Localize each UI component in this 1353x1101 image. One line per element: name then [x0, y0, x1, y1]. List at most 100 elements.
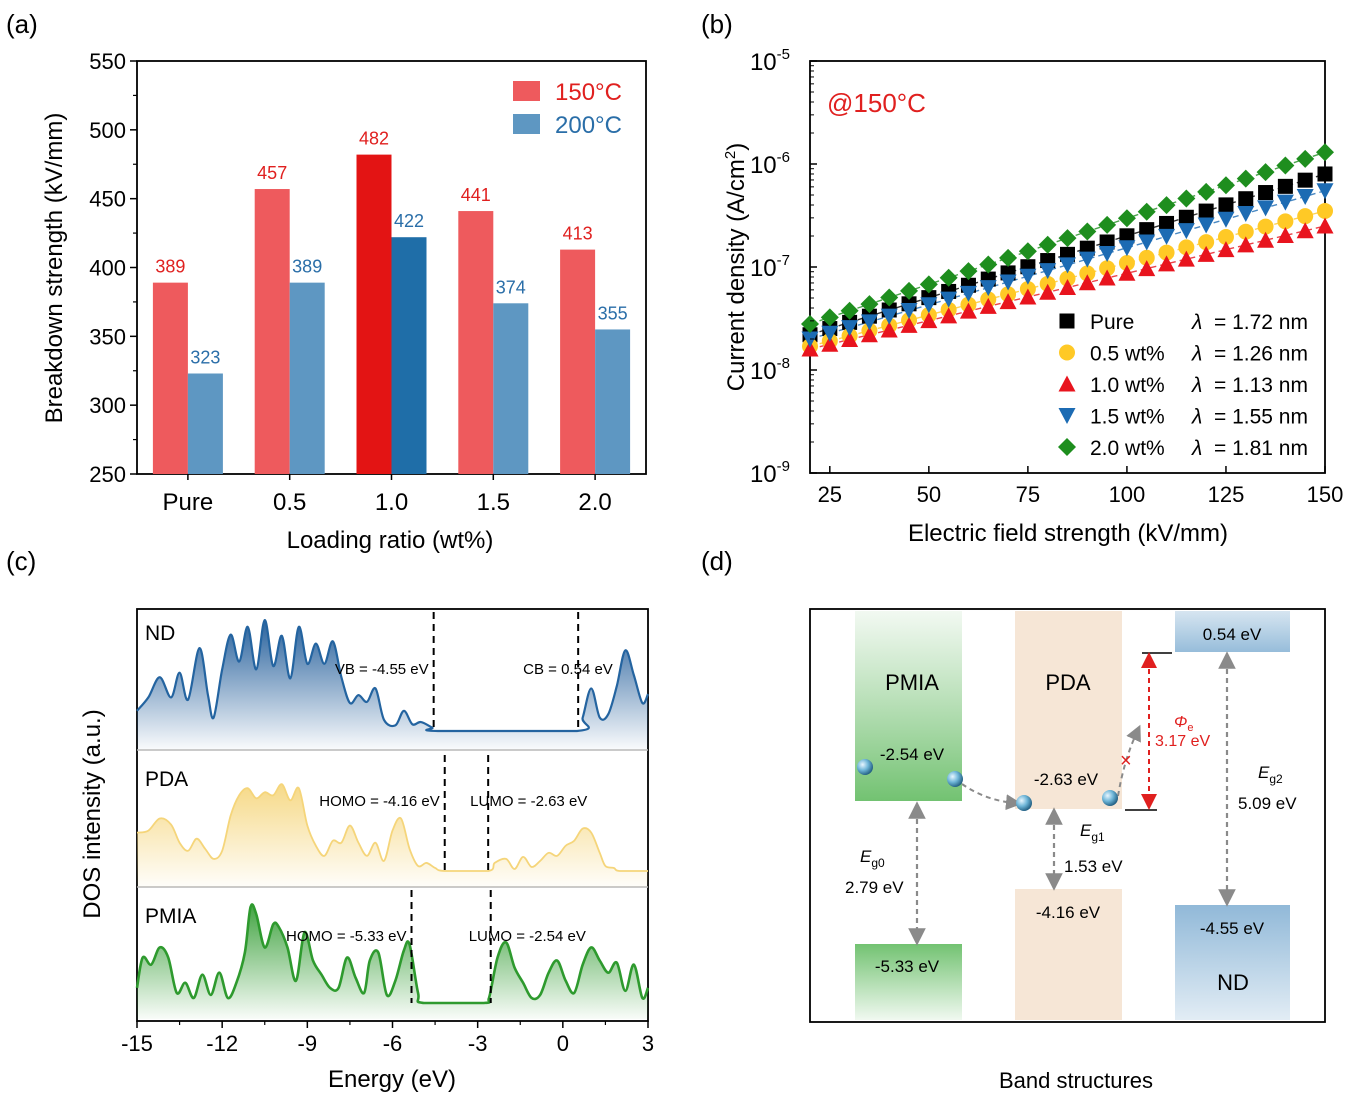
point-1-24 [1277, 213, 1294, 230]
x-tick-label-2: -9 [298, 1031, 318, 1056]
point-2-9 [979, 297, 997, 314]
legend-label-2: 1.0 wt% [1090, 374, 1165, 397]
point-3-16 [1118, 240, 1136, 257]
band-title: Band structures [999, 1068, 1153, 1093]
point-1-17 [1138, 249, 1155, 266]
dos-fill-nd [137, 620, 648, 749]
bar-label-150-3: 441 [461, 185, 491, 205]
point-2-19 [1177, 250, 1195, 267]
bar-150-3 [458, 211, 494, 474]
point-2-7 [940, 307, 958, 324]
point-4-13 [1058, 229, 1077, 248]
y-tick-label-6: 550 [89, 49, 126, 74]
point-4-15 [1098, 215, 1117, 234]
blocked-mark: × [1120, 750, 1132, 772]
point-2-21 [1217, 241, 1235, 258]
point-2-12 [1039, 283, 1057, 300]
point-4-5 [900, 281, 919, 300]
point-4-17 [1137, 202, 1156, 221]
point-3-20 [1197, 217, 1215, 234]
point-2-3 [860, 326, 878, 343]
pmia-lumo-band [855, 611, 962, 801]
bar-200-0 [187, 373, 223, 474]
edge-label-right-1: LUMO = -2.63 eV [470, 793, 587, 810]
legend-marker-1 [1059, 344, 1075, 361]
eg0-symbol: Eg0 [860, 847, 885, 870]
point-3-22 [1237, 206, 1255, 223]
bar-label-200-2: 422 [394, 211, 424, 231]
transfer-arrow [961, 783, 1022, 811]
edge-label-left-1: HOMO = -4.16 eV [319, 793, 439, 810]
point-4-16 [1117, 209, 1136, 228]
point-3-23 [1257, 200, 1275, 217]
chart-b-ylabel: Current density (A/cm2) [722, 143, 750, 391]
point-2-25 [1296, 222, 1314, 239]
x-tick-label-4: -3 [468, 1031, 488, 1056]
point-0-18 [1159, 215, 1175, 231]
point-1-14 [1079, 265, 1096, 282]
point-1-25 [1297, 208, 1314, 225]
point-3-13 [1059, 257, 1076, 274]
legend-label-0: Pure [1090, 311, 1134, 334]
edge-label-right-0: CB = 0.54 eV [523, 661, 613, 678]
nd-name: ND [1217, 970, 1249, 995]
electron-3 [1016, 795, 1032, 811]
x-tick-label-3: -6 [383, 1031, 403, 1056]
edge-label-left-0: VB = -4.55 eV [335, 661, 429, 678]
x-tick-label-1: -12 [206, 1031, 238, 1056]
point-3-10 [999, 274, 1017, 291]
point-2-17 [1138, 260, 1156, 277]
legend-lambda-value-0: = 1.72 nm [1214, 311, 1308, 334]
point-4-25 [1296, 149, 1315, 168]
nd-cb-label: 0.54 eV [1203, 625, 1262, 644]
y-tick-label-2: 350 [89, 324, 126, 349]
point-0-25 [1297, 172, 1313, 188]
legend-marker-2 [1058, 375, 1076, 392]
point-4-21 [1216, 176, 1235, 195]
point-3-5 [900, 302, 918, 319]
legend-lambda-value-4: = 1.81 nm [1214, 437, 1308, 460]
band-diagram: PMIA -2.54 eV -5.33 eV PDA -2.63 eV -4.1… [809, 608, 1326, 1093]
dos-name-nd: ND [145, 622, 175, 645]
point-3-14 [1078, 251, 1096, 268]
x-tick-label-1: 0.5 [273, 489, 306, 516]
point-3-21 [1217, 211, 1235, 228]
y-tick-label-2: 10-7 [750, 252, 790, 282]
point-2-24 [1276, 226, 1294, 243]
x-tick-label-4: 125 [1208, 482, 1245, 507]
dos-curve-pda [136, 783, 649, 872]
point-2-1 [821, 335, 839, 352]
legend-lambda-value-1: = 1.26 nm [1214, 343, 1308, 366]
legend-lambda-symbol-2: λ [1191, 374, 1202, 397]
y-tick-label-0: 250 [89, 462, 126, 487]
x-tick-label-2: 1.0 [375, 489, 408, 516]
bar-label-150-0: 389 [155, 257, 185, 277]
point-0-23 [1258, 185, 1274, 201]
point-0-21 [1218, 197, 1234, 213]
point-1-20 [1198, 234, 1215, 251]
point-0-20 [1198, 203, 1214, 219]
point-2-11 [1019, 288, 1037, 305]
point-2-13 [1059, 278, 1076, 295]
legend-lambda-symbol-1: λ [1191, 343, 1202, 366]
nd-vb-label: -4.55 eV [1200, 919, 1265, 938]
pda-homo-label: -4.16 eV [1036, 903, 1101, 922]
point-0-15 [1099, 234, 1115, 250]
y-tick-label-3: 10-6 [750, 149, 790, 179]
point-2-5 [900, 316, 918, 333]
point-3-1 [821, 325, 839, 342]
point-3-19 [1177, 223, 1195, 240]
pmia-lumo-label: -2.54 eV [880, 745, 945, 764]
point-4-22 [1236, 169, 1255, 188]
chart-b: 25 50 75 100 125 150 10-9 10-8 10-7 10-6 10-5 @150… [722, 46, 1343, 547]
y-tick-label-0: 10-9 [750, 458, 790, 488]
point-1-23 [1257, 218, 1274, 235]
point-2-10 [999, 293, 1017, 310]
edge-label-left-2: HOMO = -5.33 eV [286, 928, 406, 945]
point-0-26 [1317, 166, 1333, 182]
y-tick-label-4: 10-5 [750, 46, 790, 76]
point-2-22 [1237, 236, 1255, 253]
point-1-22 [1237, 223, 1254, 240]
point-1-19 [1178, 239, 1195, 256]
point-0-22 [1238, 191, 1254, 207]
